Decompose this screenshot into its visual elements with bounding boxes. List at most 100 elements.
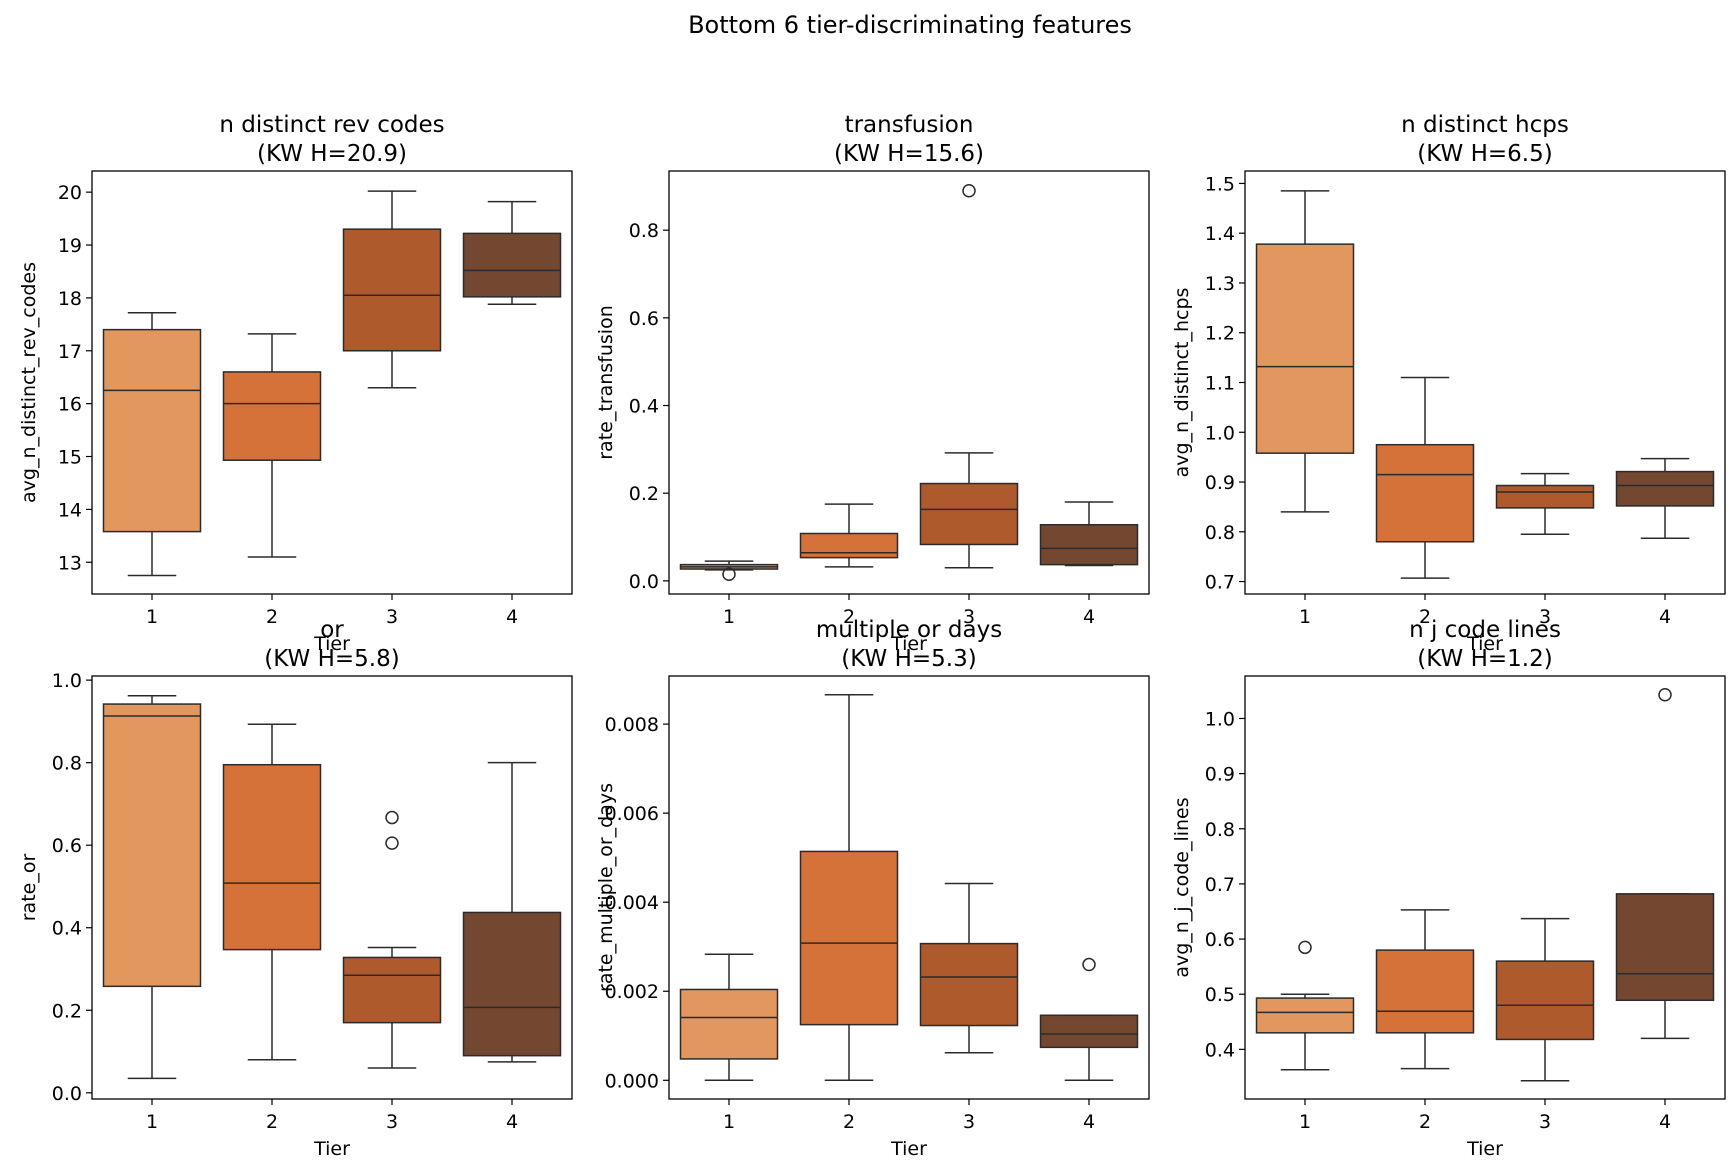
x-tick-label: 3 bbox=[386, 1111, 398, 1133]
box-tier-3 bbox=[342, 810, 442, 1069]
x-tick-label: 3 bbox=[386, 606, 398, 628]
box-iqr bbox=[1255, 243, 1355, 454]
x-tick-label: 1 bbox=[146, 1111, 158, 1133]
box-iqr bbox=[102, 703, 202, 988]
y-tick-label: 0.008 bbox=[605, 714, 659, 736]
y-tick-label: 0.8 bbox=[52, 753, 82, 775]
y-tick-label: 1.2 bbox=[1205, 323, 1235, 345]
y-tick-label: 0.2 bbox=[629, 483, 659, 505]
box-tier-2 bbox=[222, 333, 322, 558]
box-iqr bbox=[679, 988, 779, 1060]
axes-frame bbox=[91, 170, 573, 595]
y-tick-label: 0.4 bbox=[52, 918, 82, 940]
box-tier-2 bbox=[799, 693, 899, 1082]
subplot-subtitle: (KW H=15.6) bbox=[834, 141, 984, 167]
outlier-point bbox=[385, 836, 399, 850]
y-tick-label: 0.0 bbox=[52, 1083, 82, 1105]
box-tier-4 bbox=[462, 761, 562, 1063]
y-tick-label: 0.4 bbox=[1205, 1039, 1235, 1061]
x-tick-label: 2 bbox=[266, 1111, 278, 1133]
outlier-point bbox=[722, 567, 736, 582]
x-tick-label: 3 bbox=[1539, 606, 1551, 628]
subplot-title: multiple or days bbox=[816, 617, 1002, 643]
subplot-4: or (KW H=5.8) 0.0 0.2 0.4 0.6 0.8 1.0 1 2 3 4 Tier ra… bbox=[18, 617, 573, 1160]
box-iqr bbox=[1255, 997, 1355, 1034]
outlier-point bbox=[962, 183, 976, 198]
axes-frame bbox=[668, 675, 1150, 1100]
y-tick-label: 0.8 bbox=[1205, 819, 1235, 841]
outlier-point bbox=[385, 810, 399, 825]
box-tier-4 bbox=[1615, 688, 1715, 1040]
box-iqr bbox=[462, 911, 562, 1057]
box-iqr bbox=[919, 482, 1019, 546]
box-tier-2 bbox=[799, 503, 899, 568]
y-tick-label: 1.4 bbox=[1205, 223, 1235, 245]
box-tier-4 bbox=[462, 200, 562, 305]
box-iqr bbox=[1375, 443, 1475, 543]
y-tick-label: 0.8 bbox=[1205, 522, 1235, 544]
x-tick-label: 4 bbox=[506, 606, 518, 628]
box-tier-4 bbox=[1039, 957, 1139, 1082]
box-iqr bbox=[102, 328, 202, 533]
subplot-2: transfusion (KW H=15.6) 0.0 0.2 0.4 0.6 0.8 1 2 3… bbox=[595, 112, 1150, 655]
box-tier-3 bbox=[342, 190, 442, 389]
y-tick-label: 0.6 bbox=[629, 308, 659, 330]
y-tick-label: 1.0 bbox=[52, 670, 82, 692]
subplot-subtitle: (KW H=6.5) bbox=[1417, 141, 1552, 167]
x-tick-label: 3 bbox=[963, 606, 975, 628]
y-tick-label: 1.0 bbox=[1205, 422, 1235, 444]
y-tick-label: 20 bbox=[58, 182, 82, 204]
box-iqr bbox=[799, 850, 899, 1026]
x-tick-label: 1 bbox=[723, 606, 735, 628]
y-tick-label: 18 bbox=[58, 288, 82, 310]
y-tick-label: 17 bbox=[58, 341, 82, 363]
axes-frame bbox=[668, 170, 1150, 595]
x-tick-label: 2 bbox=[843, 606, 855, 628]
y-tick-label: 0.0 bbox=[629, 571, 659, 593]
box-tier-1 bbox=[102, 695, 202, 1080]
y-tick-label: 0.8 bbox=[629, 220, 659, 242]
box-iqr bbox=[342, 956, 442, 1024]
subplot-title: transfusion bbox=[845, 112, 974, 138]
box-iqr bbox=[222, 371, 322, 461]
y-tick-label: 0.7 bbox=[1205, 874, 1235, 896]
box-tier-2 bbox=[1375, 376, 1475, 579]
y-tick-label: 0.9 bbox=[1205, 764, 1235, 786]
box-iqr bbox=[222, 763, 322, 951]
x-tick-label: 2 bbox=[266, 606, 278, 628]
y-tick-label: 14 bbox=[58, 499, 82, 521]
x-tick-label: 4 bbox=[1083, 606, 1095, 628]
x-axis-label: Tier bbox=[890, 1138, 927, 1160]
y-tick-label: 0.6 bbox=[1205, 929, 1235, 951]
subplot-3: n distinct hcps (KW H=6.5) 0.7 0.8 0.9 1.0 1.1… bbox=[1171, 112, 1726, 655]
x-axis-label: Tier bbox=[313, 633, 350, 655]
y-axis-label: rate_transfusion bbox=[595, 305, 617, 460]
subplot-5: multiple or days (KW H=5.3) 0.000 0.002 0.00… bbox=[595, 617, 1150, 1160]
box-iqr bbox=[1375, 949, 1475, 1034]
subplot-title: n distinct rev codes bbox=[219, 112, 444, 138]
x-tick-label: 2 bbox=[1419, 606, 1431, 628]
box-tier-3 bbox=[919, 882, 1019, 1054]
x-tick-label: 3 bbox=[963, 1111, 975, 1133]
box-tier-2 bbox=[1375, 909, 1475, 1070]
y-axis-label: rate_or bbox=[18, 854, 40, 922]
x-axis-label: Tier bbox=[313, 1138, 350, 1160]
x-tick-label: 1 bbox=[1299, 1111, 1311, 1133]
box-tier-1 bbox=[679, 953, 779, 1082]
x-tick-label: 2 bbox=[1419, 1111, 1431, 1133]
y-tick-label: 1.0 bbox=[1205, 708, 1235, 730]
x-tick-label: 1 bbox=[146, 606, 158, 628]
axes-frame bbox=[1244, 675, 1726, 1100]
y-tick-label: 0.002 bbox=[605, 981, 659, 1003]
box-tier-3 bbox=[1495, 472, 1595, 536]
box-iqr bbox=[1615, 470, 1715, 507]
x-tick-label: 4 bbox=[1659, 1111, 1671, 1133]
subplot-title: or bbox=[320, 617, 344, 643]
y-axis-label: avg_n_j_code_lines bbox=[1171, 797, 1193, 977]
y-tick-label: 0.000 bbox=[605, 1070, 659, 1092]
box-tier-1 bbox=[1255, 940, 1355, 1071]
y-tick-label: 0.004 bbox=[605, 892, 659, 914]
box-iqr bbox=[919, 942, 1019, 1027]
x-tick-label: 1 bbox=[723, 1111, 735, 1133]
x-tick-label: 2 bbox=[843, 1111, 855, 1133]
